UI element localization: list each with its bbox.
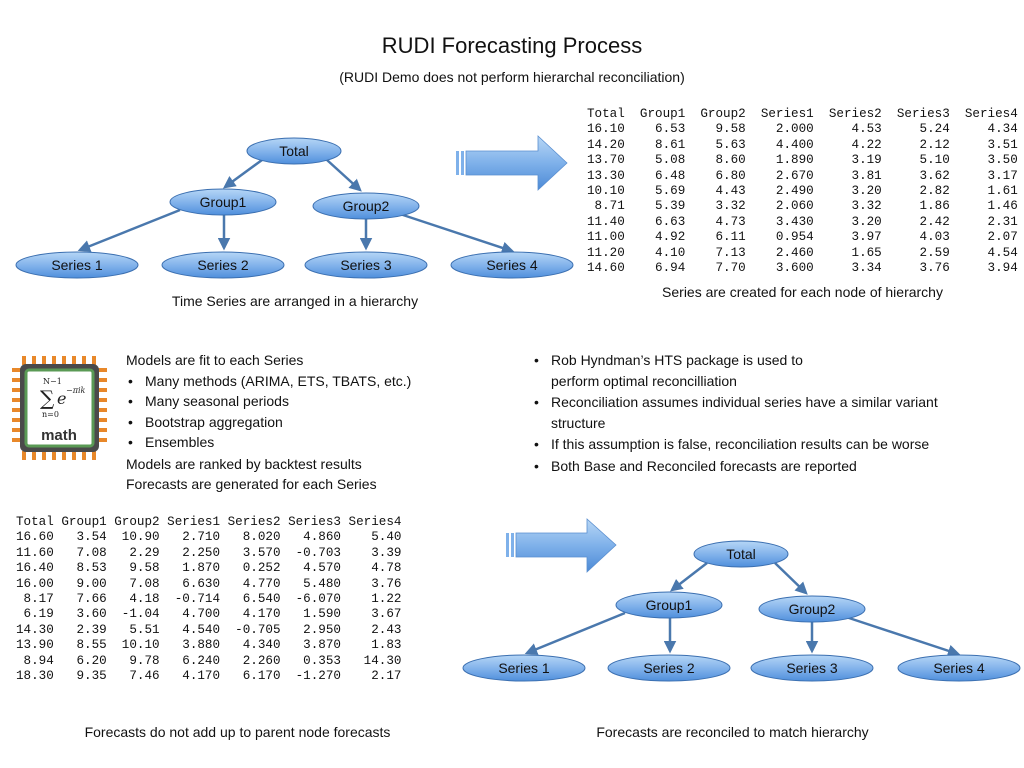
tree-top-nodes: Total Group1 Group2 Series 1 Series 2 Se… xyxy=(15,137,574,279)
node-group2: Group2 xyxy=(312,192,420,220)
reconciliation-bullet: Both Base and Reconciled forecasts are r… xyxy=(532,456,1002,477)
table-header-row: Total Group1 Group2 Series1 Series2 Seri… xyxy=(587,107,1018,121)
node-series3-reconciled: Series 3 xyxy=(750,654,874,682)
models-description: Models are fit to each Series Many metho… xyxy=(126,350,456,495)
node-series1-label: Series 1 xyxy=(51,257,103,273)
node-series1-reconciled: Series 1 xyxy=(462,654,586,682)
node-series2: Series 2 xyxy=(161,251,285,279)
node-series4: Series 4 xyxy=(450,251,574,279)
table-row: 16.60 3.54 10.90 2.710 8.020 4.860 5.40 xyxy=(16,530,402,545)
connector-group2-series4 xyxy=(399,212,515,254)
node-total: Total xyxy=(246,137,342,165)
node-group1-reconciled: Group1 xyxy=(615,591,723,619)
node-group2-reconciled: Group2 xyxy=(758,595,866,623)
node-series1: Series 1 xyxy=(15,251,139,279)
table-row: 11.20 4.10 7.13 2.460 1.65 2.59 4.54 xyxy=(587,245,1018,260)
math-chip-icon: N−1 ∑ e −πik n=0 math xyxy=(12,356,107,460)
reconciliation-bullet: Rob Hyndman’s HTS package is used to per… xyxy=(532,350,1002,391)
series-data-table: Total Group1 Group2 Series1 Series2 Seri… xyxy=(587,107,1018,276)
process-arrow-bottom-icon xyxy=(506,518,617,573)
math-formula-sum: ∑ xyxy=(40,386,55,410)
tree-bottom-connectors xyxy=(524,562,961,657)
tree-bottom-nodes: Total Group1 Group2 Series 1 Series 2 Se… xyxy=(462,540,1021,682)
math-formula-body: e xyxy=(57,389,66,408)
table-row: 13.90 8.55 10.10 3.880 4.340 3.870 1.83 xyxy=(16,638,402,653)
table-header-row: Total Group1 Group2 Series1 Series2 Seri… xyxy=(16,515,402,529)
node-series4-reconciled: Series 4 xyxy=(897,654,1021,682)
table-row: 14.20 8.61 5.63 4.400 4.22 2.12 3.51 xyxy=(587,137,1018,152)
models-bullet: Ensembles xyxy=(126,432,456,453)
node-series3: Series 3 xyxy=(304,251,428,279)
table-row: 8.17 7.66 4.18 -0.714 6.540 -6.070 1.22 xyxy=(16,592,402,607)
caption-forecasts-reconciled: Forecasts are reconciled to match hierar… xyxy=(596,724,869,740)
models-outro-line: Forecasts are generated for each Series xyxy=(126,476,377,492)
reconciliation-bullet: Reconciliation assumes individual series… xyxy=(532,392,1002,433)
table-row: 6.19 3.60 -1.04 4.700 4.170 1.590 3.67 xyxy=(16,607,402,622)
node-series4-reconciled-label: Series 4 xyxy=(933,660,985,676)
node-total-label: Total xyxy=(279,143,309,159)
connector-group2-series4-reconciled xyxy=(845,615,961,657)
node-series4-label: Series 4 xyxy=(486,257,538,273)
table-row: 10.10 5.69 4.43 2.490 3.20 2.82 1.61 xyxy=(587,184,1018,199)
caption-hierarchy: Time Series are arranged in a hierarchy xyxy=(171,293,419,309)
table-row: 16.10 6.53 9.58 2.000 4.53 5.24 4.34 xyxy=(587,122,1018,137)
table-row: 16.00 9.00 7.08 6.630 4.770 5.480 3.76 xyxy=(16,576,402,591)
table-row: 11.40 6.63 4.73 3.430 3.20 2.42 2.31 xyxy=(587,214,1018,229)
node-series3-label: Series 3 xyxy=(340,257,392,273)
tree-top-connectors xyxy=(77,158,515,254)
math-formula-lower: n=0 xyxy=(42,410,59,419)
forecast-data-table: Total Group1 Group2 Series1 Series2 Seri… xyxy=(16,515,401,684)
models-bullet: Bootstrap aggregation xyxy=(126,412,456,433)
table-row: 14.60 6.94 7.70 3.600 3.34 3.76 3.94 xyxy=(587,261,1018,276)
node-group1-reconciled-label: Group1 xyxy=(646,597,693,613)
models-bullet: Many methods (ARIMA, ETS, TBATS, etc.) xyxy=(126,371,456,392)
models-bullet: Many seasonal periods xyxy=(126,391,456,412)
connector-total-group2 xyxy=(326,159,362,192)
models-bullets: Many methods (ARIMA, ETS, TBATS, etc.) M… xyxy=(126,371,456,453)
connector-total-group1-reconciled xyxy=(670,562,708,592)
connector-total-group1 xyxy=(222,158,263,189)
node-group2-label: Group2 xyxy=(343,198,390,214)
node-series2-reconciled-label: Series 2 xyxy=(643,660,695,676)
connector-total-group2-reconciled xyxy=(774,562,808,595)
reconciliation-bullet: If this assumption is false, reconciliat… xyxy=(532,434,1002,455)
node-series2-reconciled: Series 2 xyxy=(607,654,731,682)
reconciliation-description: Rob Hyndman’s HTS package is used to per… xyxy=(532,350,1002,476)
table-row: 11.00 4.92 6.11 0.954 3.97 4.03 2.07 xyxy=(587,230,1018,245)
connector-group1-series1-reconciled xyxy=(524,611,626,656)
node-series3-reconciled-label: Series 3 xyxy=(786,660,838,676)
page-subtitle: (RUDI Demo does not perform hierarchal r… xyxy=(339,69,685,85)
models-outro-line: Models are ranked by backtest results xyxy=(126,455,362,472)
table-row: 13.30 6.48 6.80 2.670 3.81 3.62 3.17 xyxy=(587,168,1018,183)
reconciliation-bullets: Rob Hyndman’s HTS package is used to per… xyxy=(532,350,1002,476)
math-icon-label: math xyxy=(41,427,77,444)
node-total-reconciled: Total xyxy=(693,540,789,568)
process-arrow-top-icon xyxy=(456,135,568,191)
table-row: 8.94 6.20 9.78 6.240 2.260 0.353 14.30 xyxy=(16,653,402,668)
table-row: 8.71 5.39 3.32 2.060 3.32 1.86 1.46 xyxy=(587,199,1018,214)
table-row: 11.60 7.08 2.29 2.250 3.570 -0.703 3.39 xyxy=(16,545,402,560)
caption-series-created: Series are created for each node of hier… xyxy=(662,284,943,300)
node-series1-reconciled-label: Series 1 xyxy=(498,660,550,676)
math-formula-upper: N−1 xyxy=(43,377,62,386)
models-intro: Models are fit to each Series xyxy=(126,352,304,368)
math-formula-exponent: −πik xyxy=(66,386,86,395)
node-series2-label: Series 2 xyxy=(197,257,249,273)
node-group1-label: Group1 xyxy=(200,194,247,210)
node-group2-reconciled-label: Group2 xyxy=(789,601,836,617)
table-row: 13.70 5.08 8.60 1.890 3.19 5.10 3.50 xyxy=(587,153,1018,168)
table-row: 16.40 8.53 9.58 1.870 0.252 4.570 4.78 xyxy=(16,561,402,576)
connector-group1-series1 xyxy=(77,208,181,253)
caption-forecasts-not-additive: Forecasts do not add up to parent node f… xyxy=(84,724,391,740)
table-row: 14.30 2.39 5.51 4.540 -0.705 2.950 2.43 xyxy=(16,622,402,637)
table-row: 18.30 9.35 7.46 4.170 6.170 -1.270 2.17 xyxy=(16,669,402,684)
node-group1: Group1 xyxy=(169,188,277,216)
node-total-reconciled-label: Total xyxy=(726,546,756,562)
page-title: RUDI Forecasting Process xyxy=(381,33,643,58)
